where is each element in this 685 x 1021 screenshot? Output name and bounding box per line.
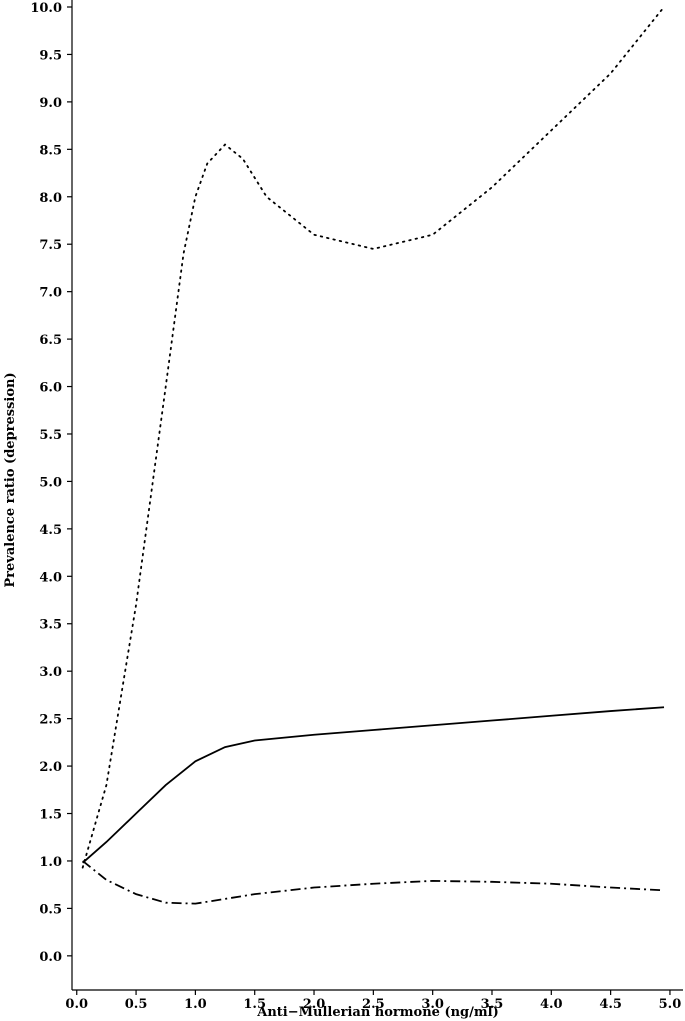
x-tick-label: 1.5: [243, 997, 266, 1012]
x-tick-label: 3.5: [481, 997, 504, 1012]
y-tick-label: 5.5: [39, 428, 62, 443]
y-tick-label: 2.5: [39, 713, 62, 728]
line: [81, 6, 665, 869]
y-tick-label: 4.0: [39, 570, 62, 585]
y-tick-label: 8.0: [39, 191, 62, 206]
y-tick-label: 10.0: [30, 1, 62, 16]
x-tick-label: 4.0: [540, 997, 563, 1012]
x-tick-label: 0.5: [125, 997, 148, 1012]
y-tick-label: 4.5: [39, 523, 62, 538]
y-tick-label: 7.5: [39, 238, 62, 253]
y-tick-label: 3.0: [39, 665, 62, 680]
y-tick-label: 8.5: [39, 143, 62, 158]
y-axis-label: Prevalence ratio (depression): [3, 372, 18, 587]
y-tick-label: 1.0: [39, 855, 62, 870]
y-tick-label: 0.5: [39, 902, 62, 917]
y-tick-label: 1.5: [39, 808, 62, 823]
y-tick-label: 9.0: [39, 96, 62, 111]
x-tick-label: 2.0: [303, 997, 326, 1012]
x-tick-label: 0.0: [65, 997, 88, 1012]
x-tick-label: 5.0: [659, 997, 682, 1012]
y-tick-label: 3.5: [39, 618, 62, 633]
x-tick-label: 4.5: [599, 997, 622, 1012]
y-tick-label: 9.5: [39, 48, 62, 63]
line: [82, 706, 665, 864]
line: [82, 860, 665, 905]
x-tick-label: 1.0: [184, 997, 207, 1012]
y-tick-label: 7.0: [39, 286, 62, 301]
y-tick-label: 6.5: [39, 333, 62, 348]
y-tick-label: 5.0: [39, 475, 62, 490]
y-tick-label: 6.0: [39, 381, 62, 396]
y-tick-label: 2.0: [39, 760, 62, 775]
y-tick-label: 0.0: [39, 950, 62, 965]
x-tick-label: 2.5: [362, 997, 385, 1012]
x-axis-label: Anti−Mullerian hormone (ng/ml): [256, 1005, 498, 1020]
x-tick-label: 3.0: [421, 997, 444, 1012]
